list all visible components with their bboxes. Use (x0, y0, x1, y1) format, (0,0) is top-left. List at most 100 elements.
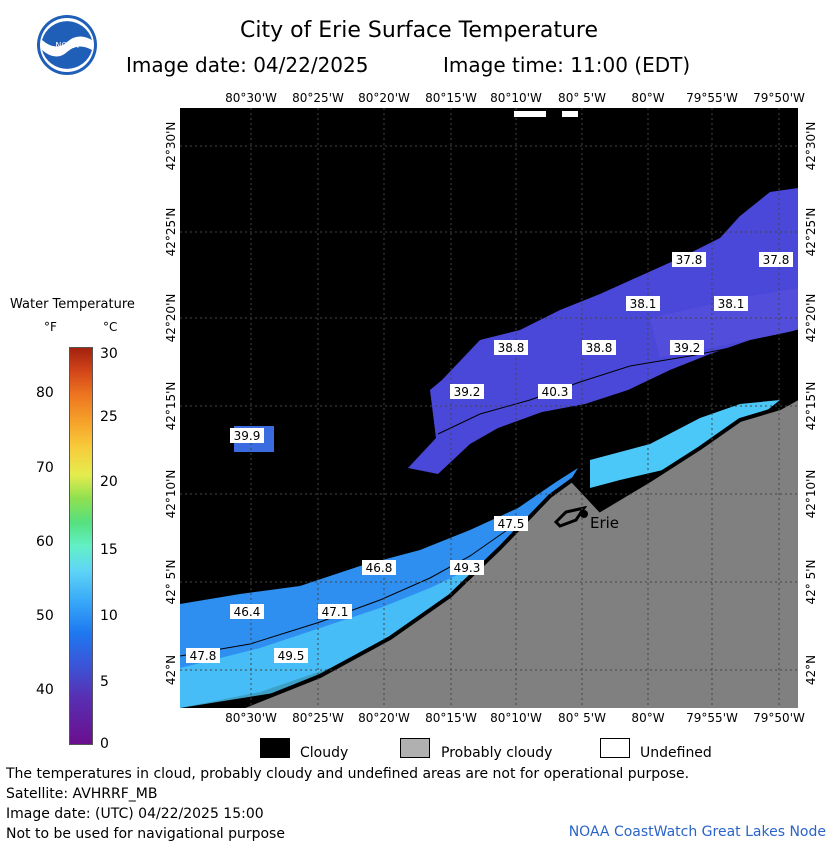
lon-tick-top: 80°10'W (490, 91, 542, 105)
temp-label: 38.1 (714, 296, 748, 311)
lon-tick-bottom: 80°W (631, 711, 665, 725)
lon-tick-bottom: 80°15'W (425, 711, 477, 725)
lat-tick-left: 42°N (164, 654, 178, 686)
temp-label: 47.5 (494, 516, 528, 531)
lon-tick-bottom: 80°25'W (292, 711, 344, 725)
erie-city-marker (580, 510, 588, 518)
undefined-area (514, 111, 546, 117)
svg-text:46.4: 46.4 (234, 605, 261, 619)
contour-line (437, 329, 798, 435)
lon-tick-top: 80°25'W (292, 91, 344, 105)
temp-label: 38.8 (582, 340, 616, 355)
temp-label: 49.3 (450, 560, 484, 575)
unit-celsius: °C (103, 320, 118, 334)
svg-text:38.1: 38.1 (718, 297, 745, 311)
temp-label: 46.4 (230, 604, 264, 619)
noaa-logo: NOAA (37, 15, 97, 75)
lon-tick-top: 80°30'W (225, 91, 277, 105)
temperature-colorbar (69, 347, 93, 745)
lat-tick-right: 42°10'N (804, 469, 818, 519)
svg-text:38.8: 38.8 (498, 341, 525, 355)
temp-label: 47.8 (186, 648, 220, 663)
svg-text:38.1: 38.1 (630, 297, 657, 311)
temp-label: 37.8 (672, 252, 706, 267)
unit-fahrenheit: °F (44, 320, 57, 334)
c-tick: 0 (100, 736, 109, 752)
f-tick: 80 (36, 385, 54, 401)
legend-title: Water Temperature (10, 297, 135, 312)
lon-tick-top: 80°15'W (425, 91, 477, 105)
lon-tick-top: 79°55'W (686, 91, 738, 105)
logo-text: NOAA (55, 41, 79, 50)
erie-city-label: Erie (590, 514, 619, 532)
svg-text:47.5: 47.5 (498, 517, 525, 531)
c-tick: 30 (100, 346, 118, 362)
image-date: Image date: 04/22/2025 (126, 53, 369, 77)
c-tick: 25 (100, 409, 118, 425)
page-title: City of Erie Surface Temperature (239, 18, 599, 43)
svg-text:40.3: 40.3 (542, 385, 569, 399)
lon-tick-top: 80°W (631, 91, 665, 105)
svg-text:39.2: 39.2 (674, 341, 701, 355)
footer-nav-warning: Not to be used for navigational purpose (6, 826, 285, 842)
lon-tick-bottom: 80°20'W (358, 711, 410, 725)
temp-label: 38.8 (494, 340, 528, 355)
f-tick: 40 (36, 682, 54, 698)
legend-label-undefined: Undefined (640, 745, 712, 761)
lat-tick-left: 42°15'N (164, 381, 178, 431)
c-tick: 5 (100, 674, 109, 690)
footer-utc-date: Image date: (UTC) 04/22/2025 15:00 (6, 806, 264, 822)
lon-tick-top: 80° 5'W (558, 91, 606, 105)
lat-tick-right: 42°30'N (804, 121, 818, 171)
lat-tick-right: 42°25'N (804, 207, 818, 257)
lon-tick-top: 80°20'W (358, 91, 410, 105)
warm-water-area (590, 400, 780, 488)
f-tick: 50 (36, 608, 54, 624)
lon-tick-bottom: 79°50'W (753, 711, 805, 725)
c-tick: 20 (100, 474, 118, 490)
temp-label: 39.2 (450, 384, 484, 399)
contour-line (180, 527, 511, 657)
lon-tick-bottom: 80°10'W (490, 711, 542, 725)
svg-text:37.8: 37.8 (763, 253, 790, 267)
temp-label: 49.5 (274, 648, 308, 663)
lon-tick-bottom: 80°30'W (225, 711, 277, 725)
lat-tick-left: 42°25'N (164, 207, 178, 257)
svg-text:46.8: 46.8 (366, 561, 393, 575)
temp-label: 39.2 (670, 340, 704, 355)
legend-label-probably-cloudy: Probably cloudy (441, 745, 553, 761)
temp-label: 37.8 (759, 252, 793, 267)
legend-swatch-probably-cloudy (400, 738, 430, 758)
lat-tick-left: 42°30'N (164, 121, 178, 171)
svg-text:47.1: 47.1 (322, 605, 349, 619)
shoreline (239, 396, 798, 708)
lat-tick-left: 42°20'N (164, 293, 178, 343)
temp-label: 40.3 (538, 384, 572, 399)
legend-swatch-cloudy (260, 738, 290, 758)
lat-tick-right: 42° 5'N (804, 559, 818, 605)
lat-tick-right: 42°N (804, 654, 818, 686)
credit-link[interactable]: NOAA CoastWatch Great Lakes Node (568, 824, 826, 840)
temp-label: 46.8 (362, 560, 396, 575)
f-tick: 60 (36, 534, 54, 550)
legend-swatch-undefined (600, 738, 630, 758)
footer-satellite: Satellite: AVHRRF_MB (6, 786, 158, 802)
lon-tick-bottom: 79°55'W (686, 711, 738, 725)
legend-label-cloudy: Cloudy (300, 745, 349, 761)
temperature-map: 37.8 37.8 38.1 38.1 38.8 38.8 39.2 39.2 … (180, 108, 798, 708)
svg-text:37.8: 37.8 (676, 253, 703, 267)
graticule (180, 108, 798, 708)
lat-tick-left: 42° 5'N (164, 559, 178, 605)
temp-label: 39.9 (230, 428, 264, 443)
undefined-area (562, 111, 578, 117)
c-tick: 10 (100, 608, 118, 624)
svg-text:38.8: 38.8 (586, 341, 613, 355)
svg-text:47.8: 47.8 (190, 649, 217, 663)
c-tick: 15 (100, 542, 118, 558)
lon-tick-bottom: 80° 5'W (558, 711, 606, 725)
svg-text:49.3: 49.3 (454, 561, 481, 575)
lat-tick-right: 42°15'N (804, 381, 818, 431)
temp-label: 38.1 (626, 296, 660, 311)
lon-tick-top: 79°50'W (753, 91, 805, 105)
temp-labels: 37.8 37.8 38.1 38.1 38.8 38.8 39.2 39.2 … (186, 252, 793, 663)
